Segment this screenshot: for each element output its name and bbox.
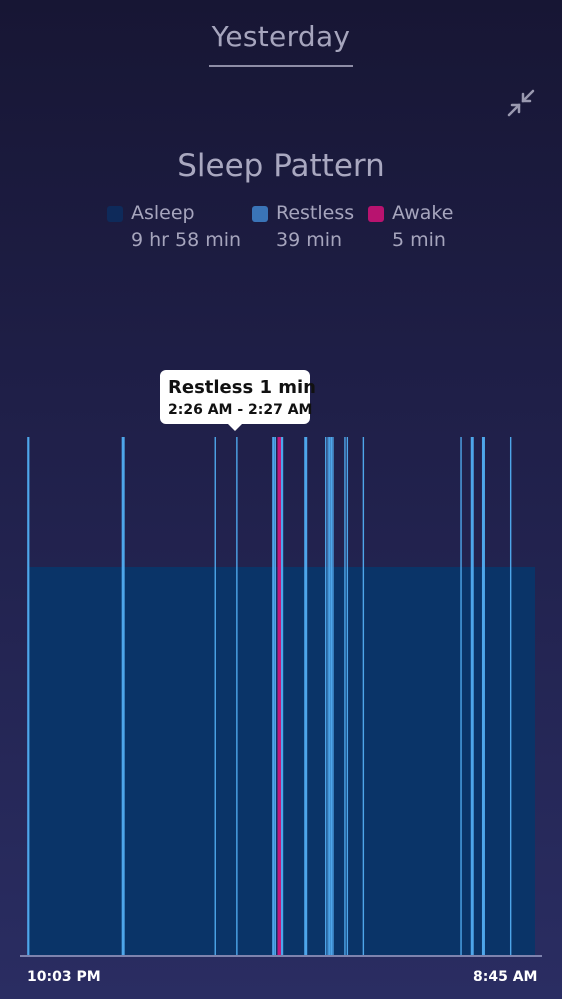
restless-bar	[27, 437, 29, 955]
restless-bar	[483, 437, 485, 955]
restless-bar	[332, 437, 334, 955]
legend-value: 5 min	[392, 229, 446, 251]
legend-swatch-awake	[368, 206, 384, 222]
restless-bar	[471, 437, 473, 955]
legend-value: 39 min	[276, 229, 343, 251]
restless-bar	[236, 437, 238, 955]
restless-bar	[482, 437, 485, 955]
restless-bar	[325, 437, 327, 955]
restless-bar	[281, 437, 284, 955]
restless-bar	[214, 437, 216, 955]
restless-bar	[304, 437, 306, 955]
restless-bar	[327, 437, 329, 955]
restless-bar	[123, 437, 125, 955]
restless-bar	[305, 437, 308, 955]
restless-bar	[121, 437, 124, 955]
restless-bar	[272, 437, 274, 955]
tooltip-time: 2:26 AM - 2:27 AM	[168, 402, 313, 418]
date-tab-underline	[209, 65, 353, 67]
legend-label: Restless	[276, 202, 355, 224]
restless-bar	[472, 437, 474, 955]
restless-bar	[362, 437, 365, 955]
restless-bar	[460, 437, 462, 955]
restless-bar	[509, 437, 512, 955]
x-axis-start-label: 10:03 PM	[27, 969, 101, 985]
restless-bar	[28, 437, 30, 955]
section-title: Sleep Pattern	[177, 148, 385, 184]
awake-bar	[279, 437, 281, 955]
restless-bar	[344, 437, 346, 955]
restless-bar	[330, 437, 333, 955]
chart-tooltip: Restless 1 min 2:26 AM - 2:27 AM	[160, 370, 316, 431]
restless-bar	[481, 437, 484, 955]
restless-bar	[305, 437, 307, 955]
legend-label: Awake	[392, 202, 454, 224]
restless-bar	[280, 437, 283, 955]
restless-bar	[272, 437, 275, 955]
collapse-arrows-icon[interactable]	[506, 88, 536, 118]
legend-swatch-restless	[252, 206, 268, 222]
restless-bar	[274, 437, 276, 955]
restless-bar	[329, 437, 331, 955]
x-axis-end-label: 8:45 AM	[473, 969, 538, 985]
legend-value: 9 hr 58 min	[131, 229, 242, 251]
restless-bar	[346, 437, 349, 955]
restless-bar	[122, 437, 124, 955]
tooltip-title: Restless 1 min	[168, 377, 316, 398]
legend-label: Asleep	[131, 202, 195, 224]
date-tab-title[interactable]: Yesterday	[211, 20, 351, 53]
legend-swatch-asleep	[107, 206, 123, 222]
